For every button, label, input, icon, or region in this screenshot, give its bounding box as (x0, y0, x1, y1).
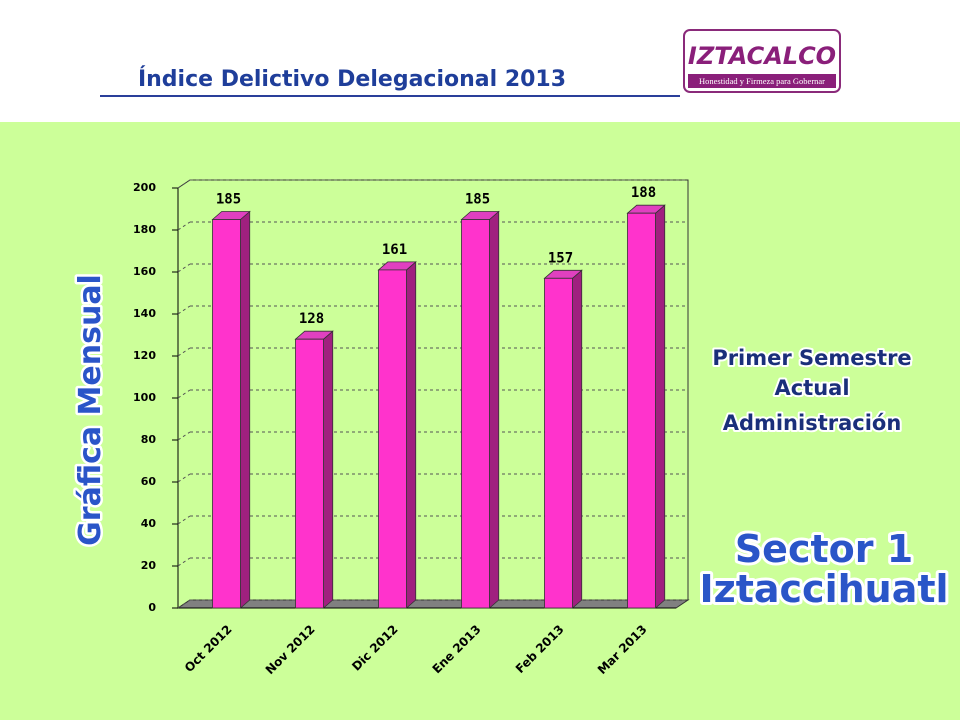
bar-side (572, 269, 583, 609)
grid-line (177, 305, 191, 315)
y-tick-label: 60 (141, 475, 157, 488)
bar-side (655, 204, 666, 609)
logo-tagline: Honestidad y Firmeza para Gobernar (699, 76, 825, 86)
grid-line (177, 389, 191, 399)
y-tick-label: 180 (133, 223, 156, 236)
note-line: Primer Semestre (712, 346, 911, 370)
sector-line: Iztaccihuatl (699, 567, 948, 611)
value-label: 185 (216, 192, 241, 208)
grid-line (177, 221, 191, 231)
sector-line: Sector 1 (735, 527, 913, 571)
y-tick-label: 200 (133, 181, 156, 194)
bar (627, 212, 656, 609)
grid-line (177, 263, 191, 273)
grid-line (177, 557, 191, 567)
note-line: Actual (774, 376, 849, 400)
note-line: Administración (723, 411, 902, 435)
y-tick-label: 0 (148, 601, 156, 614)
logo-text: IZTACALCO (688, 42, 836, 70)
logo-strip (688, 74, 836, 88)
y-tick-label: 140 (133, 307, 156, 320)
value-label: 188 (631, 185, 656, 201)
value-label: 161 (382, 242, 407, 258)
value-label: 128 (299, 311, 324, 327)
value-label: 185 (465, 192, 490, 208)
bar (544, 277, 573, 609)
bar (378, 269, 407, 609)
bar-side (323, 330, 334, 609)
bar (295, 338, 324, 609)
grid-line (177, 347, 191, 357)
bar-side (489, 210, 500, 609)
value-label: 157 (548, 250, 573, 266)
grid-line (177, 515, 191, 525)
back-wall (177, 179, 689, 609)
grid-line (177, 431, 191, 441)
y-tick-label: 100 (133, 391, 156, 404)
bar (461, 219, 490, 609)
grid-line (177, 179, 191, 189)
side-label: Gráfica Mensual (73, 274, 108, 546)
bar-side (406, 261, 417, 609)
bar-side (240, 210, 251, 609)
slide-title: Índice Delictivo Delegacional 2013 (138, 66, 566, 92)
grid-line (177, 473, 191, 483)
logo: IZTACALCO Honestidad y Firmeza para Gobe… (683, 29, 841, 93)
floor (176, 599, 690, 609)
y-tick-label: 80 (141, 433, 157, 446)
y-tick-label: 20 (141, 559, 157, 572)
y-tick-label: 40 (141, 517, 157, 530)
grid-line (177, 599, 191, 609)
y-tick-label: 160 (133, 265, 156, 278)
bar (212, 219, 241, 609)
y-tick-label: 120 (133, 349, 156, 362)
